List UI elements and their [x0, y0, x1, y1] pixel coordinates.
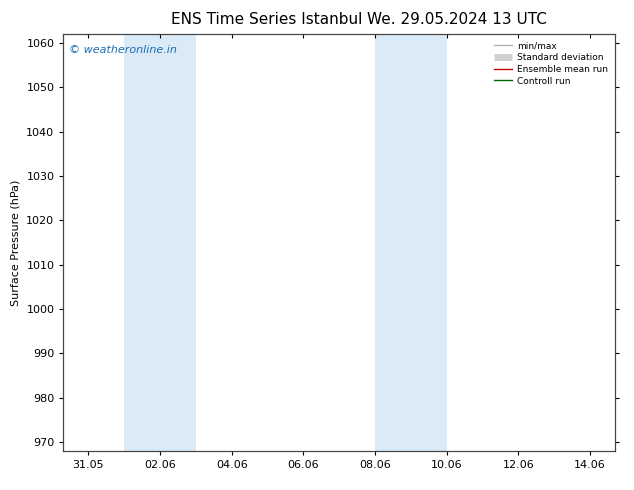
Text: We. 29.05.2024 13 UTC: We. 29.05.2024 13 UTC — [366, 12, 547, 27]
Text: © weatheronline.in: © weatheronline.in — [69, 45, 177, 55]
Bar — [124, 34, 196, 451]
Legend: min/max, Standard deviation, Ensemble mean run, Controll run: min/max, Standard deviation, Ensemble me… — [491, 39, 611, 88]
Text: ENS Time Series Istanbul: ENS Time Series Istanbul — [171, 12, 362, 27]
Y-axis label: Surface Pressure (hPa): Surface Pressure (hPa) — [11, 179, 21, 306]
Bar — [375, 34, 446, 451]
